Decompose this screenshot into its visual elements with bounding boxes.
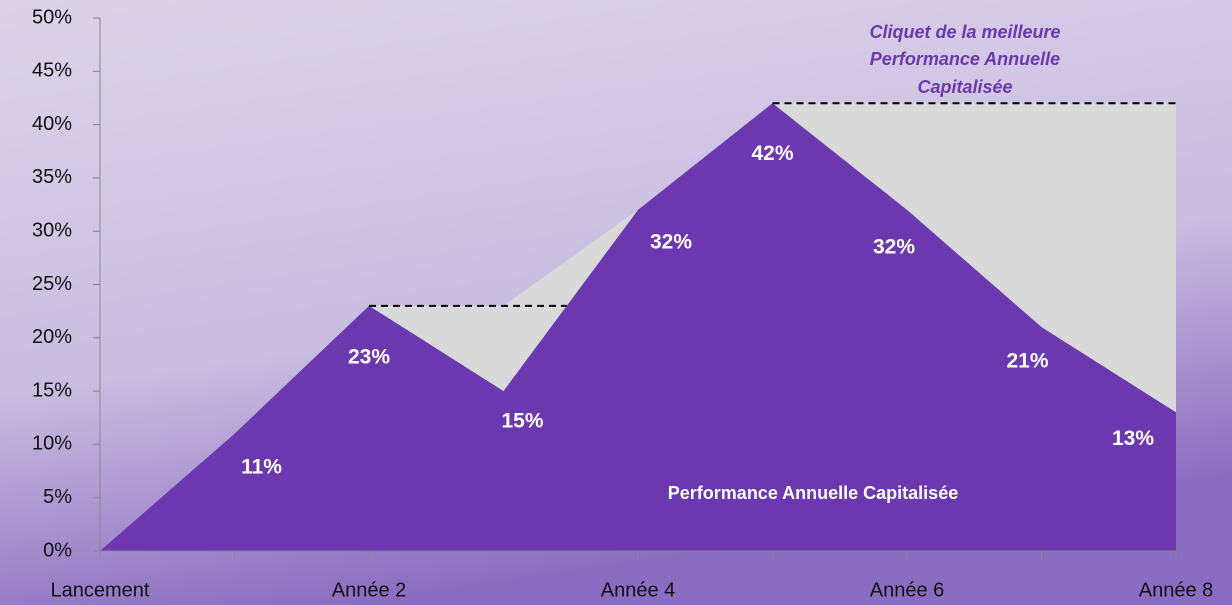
x-tick-label: Année 4 — [601, 579, 676, 601]
y-tick-label: 40% — [32, 113, 72, 135]
x-tick-label: Année 6 — [870, 579, 945, 601]
y-tick-label: 0% — [43, 539, 72, 561]
ratchet-area — [100, 103, 1176, 551]
annotation: Capitalisée — [917, 77, 1012, 97]
y-tick-label: 30% — [32, 219, 72, 241]
annotation: Performance Annuelle — [870, 49, 1060, 69]
value-label: 13% — [1112, 427, 1154, 450]
y-tick-label: 15% — [32, 379, 72, 401]
y-tick-label: 20% — [32, 326, 72, 348]
x-tick-label: Année 2 — [332, 579, 407, 601]
y-tick-label: 10% — [32, 433, 72, 455]
annotation: Cliquet de la meilleure — [869, 22, 1060, 42]
value-label: 32% — [650, 230, 692, 253]
value-label: 42% — [751, 142, 793, 165]
value-label: 11% — [241, 455, 282, 478]
value-label: 32% — [873, 235, 915, 258]
y-tick-label: 5% — [43, 486, 72, 508]
value-label: 15% — [501, 410, 543, 433]
y-tick-label: 45% — [32, 60, 72, 82]
y-tick-label: 25% — [32, 273, 72, 295]
area-label: Performance Annuelle Capitalisée — [668, 483, 958, 503]
value-label: 21% — [1006, 350, 1048, 373]
y-tick-label: 50% — [32, 6, 72, 28]
value-label: 23% — [348, 345, 390, 368]
y-tick-label: 35% — [32, 166, 72, 188]
x-tick-label: Année 8 — [1139, 579, 1214, 601]
area — [100, 103, 1176, 551]
x-tick-label: Lancement — [51, 579, 150, 601]
